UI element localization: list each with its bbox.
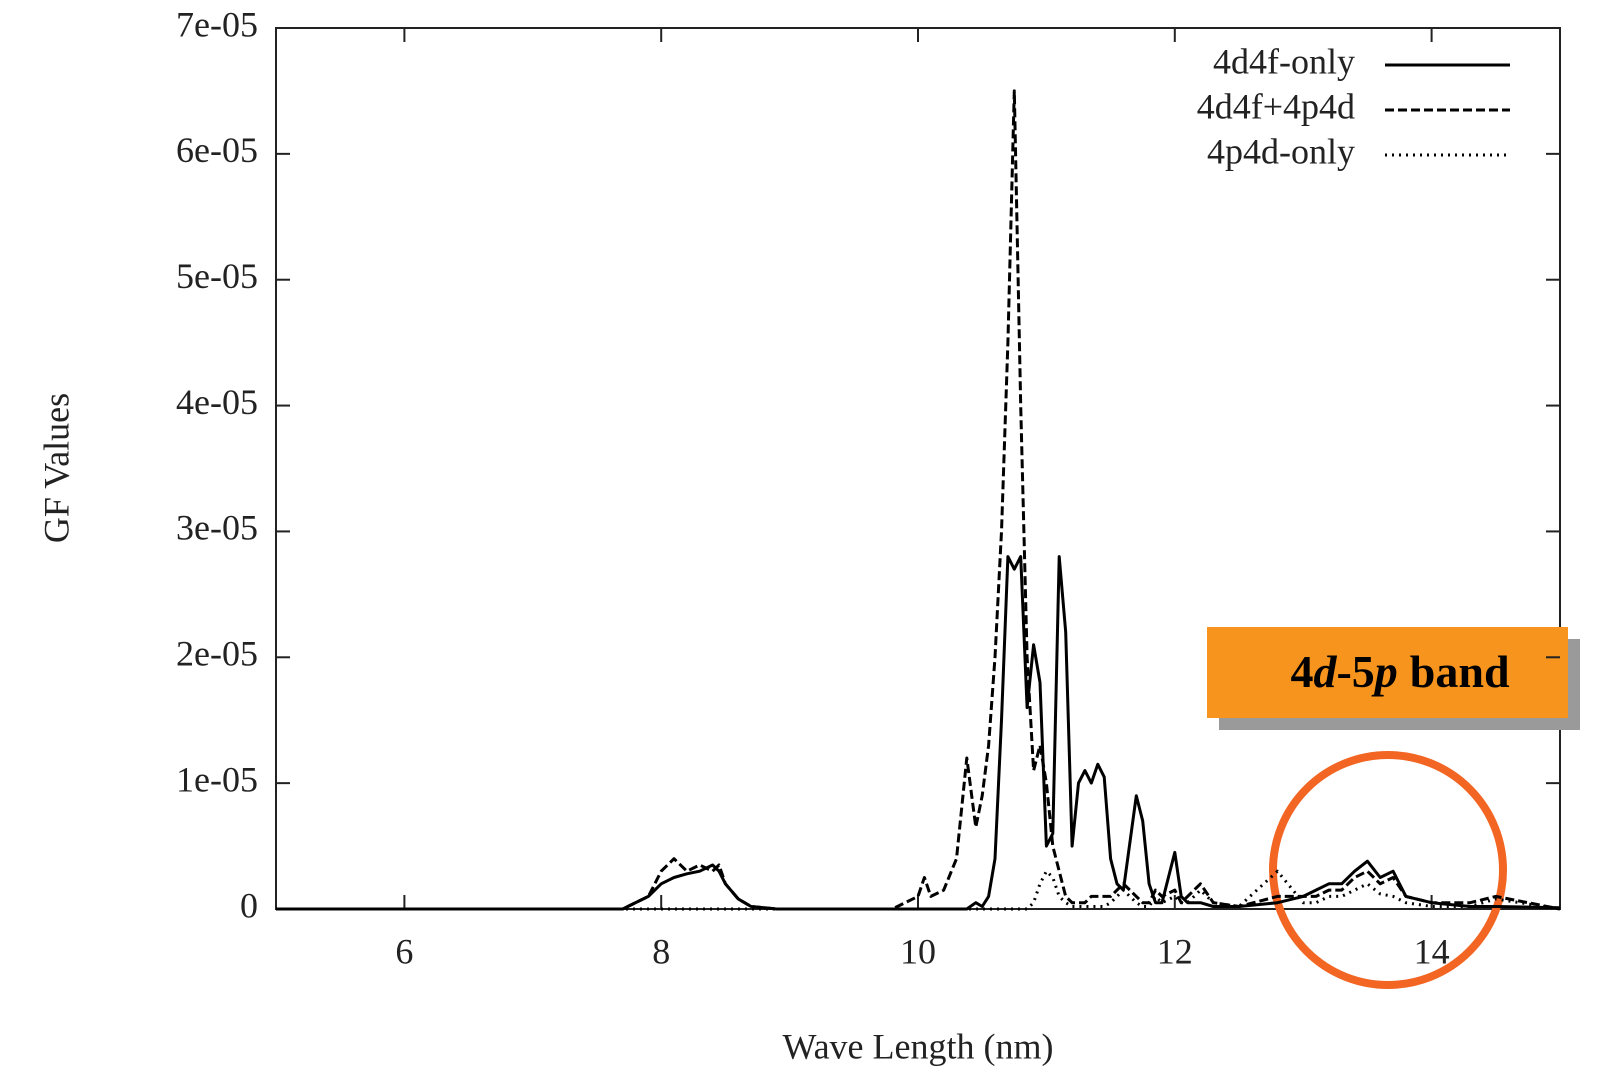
y-tick-label: 0 — [240, 885, 258, 925]
legend-label: 4d4f-only — [1213, 41, 1355, 81]
y-tick-label: 7e-05 — [176, 4, 258, 44]
annotation: 4d-5p band — [1290, 646, 1509, 697]
y-axis-label: GF Values — [36, 393, 76, 543]
x-tick-label: 14 — [1414, 931, 1450, 971]
y-tick-label: 3e-05 — [176, 508, 258, 548]
plot-frame — [275, 27, 1561, 910]
x-tick-label: 8 — [652, 931, 670, 971]
x-tick-label: 6 — [395, 931, 413, 971]
y-tick-label: 6e-05 — [176, 130, 258, 170]
x-axis-label: Wave Length (nm) — [782, 1026, 1053, 1066]
y-tick-label: 1e-05 — [176, 759, 258, 799]
x-tick-label: 10 — [900, 931, 936, 971]
x-tick-label: 12 — [1157, 931, 1193, 971]
y-tick-label: 4e-05 — [176, 382, 258, 422]
series-line — [276, 869, 1561, 911]
annotation-box — [1207, 627, 1568, 718]
series-line — [276, 89, 1561, 911]
highlight-circle — [1269, 751, 1507, 989]
series-line — [276, 555, 1561, 911]
legend-label: 4p4d-only — [1207, 131, 1355, 171]
y-tick-label: 5e-05 — [176, 256, 258, 296]
legend-label: 4d4f+4p4d — [1197, 86, 1355, 126]
y-tick-label: 2e-05 — [176, 634, 258, 674]
